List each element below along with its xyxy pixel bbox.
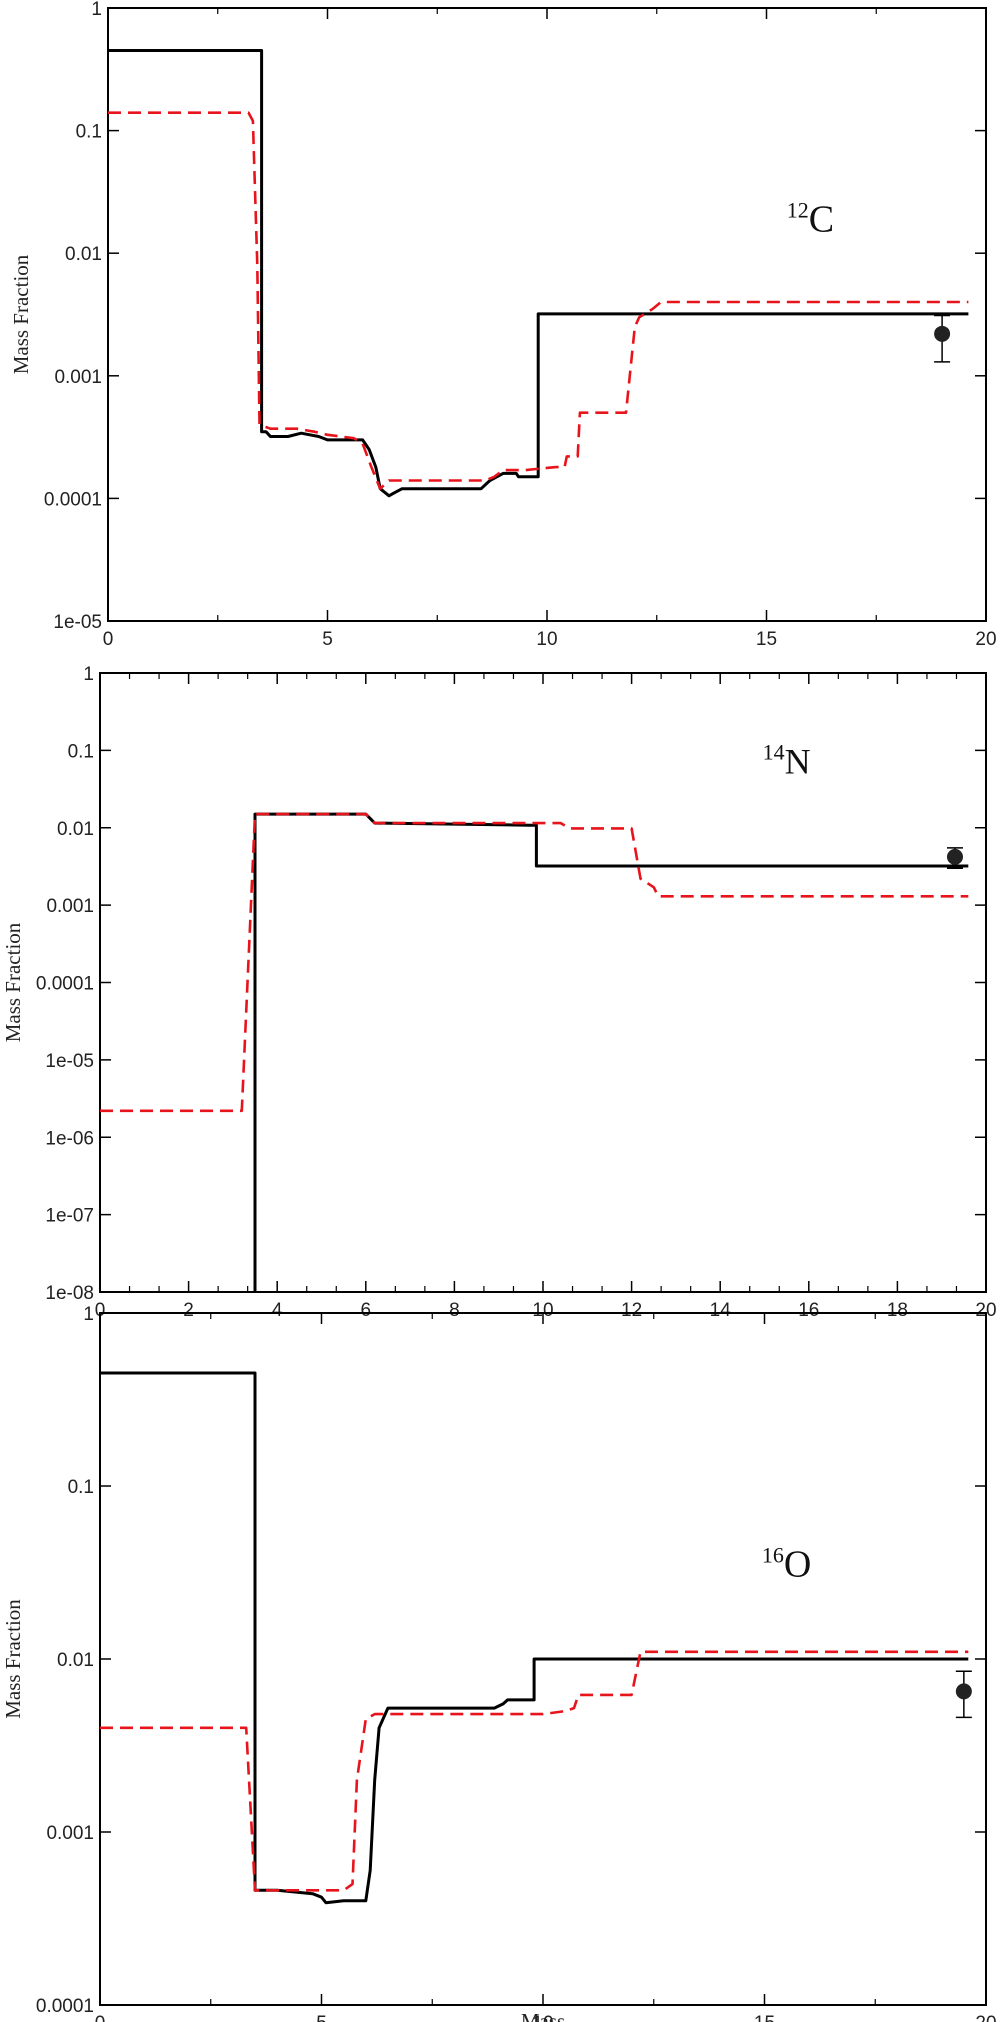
y-axis-label: Mass Fraction [1,1599,25,1719]
x-tick-label: 10 [532,2013,553,2022]
x-tick-label: 20 [975,1300,996,1321]
isotope-label: 12C [787,198,834,241]
y-tick-label: 0.01 [57,819,94,840]
isotope-symbol: O [784,1543,811,1585]
chart-panel-1: 0 5 10 15 20 1 0.1 0.01 0.001 0.0001 1e-05 Mass Fra… [9,0,997,650]
series-line-1 [108,49,969,498]
y-tick-label: 0.01 [57,1650,94,1671]
y-axis-label: Mass Fraction [9,254,33,374]
series-line-1 [253,812,969,1292]
x-axis-label: Mass [521,2009,565,2022]
series-line-2 [100,812,969,1113]
y-tick-label: 0.001 [54,367,102,388]
isotope-label: 16O [762,1542,811,1585]
x-tick-label: 15 [754,2013,775,2022]
plot-frame [99,672,987,1293]
y-tick-label: 0.0001 [36,1996,94,2017]
observation-point [946,848,963,865]
y-tick-label: 0.001 [46,896,94,917]
x-tick-label: 5 [316,2013,327,2022]
x-tick-label: 14 [710,1300,732,1321]
x-tick-label: 6 [361,1300,372,1321]
y-tick-label: 1e-07 [45,1206,94,1227]
y-tick-label: 1e-05 [53,612,102,633]
y-tick-label: 0.0001 [36,974,94,995]
x-tick-label: 16 [798,1300,819,1321]
chart-panel-2: 0 2 4 6 8 10 12 14 16 18 20 1 0.1 0.01 0.001 0.0001 1e-0… [1,664,997,1321]
isotope-symbol: C [809,199,834,241]
y-tick-label: 0.1 [68,1477,94,1498]
series-group [108,49,969,498]
series-group [100,1371,969,1905]
y-tick-label: 0.1 [76,122,102,143]
series-group [100,812,969,1292]
x-tick-label: 20 [975,2013,996,2022]
x-tick-label: 0 [95,1300,106,1321]
x-tick-label: 18 [887,1300,908,1321]
y-tick-label: 1e-05 [45,1051,94,1072]
x-tick-label: 4 [272,1300,283,1321]
isotope-symbol: N [785,742,811,782]
series-line-1 [100,1371,969,1905]
x-tick-label: 20 [975,629,996,650]
x-tick-label: 12 [621,1300,642,1321]
x-tick-label: 10 [532,1300,553,1321]
y-tick-label: 0.0001 [44,489,102,510]
y-tick-label: 0.001 [46,1823,94,1844]
x-tick-label: 10 [536,629,557,650]
observation-point [955,1683,972,1700]
y-tick-label: 1 [83,1304,94,1325]
x-tick-label: 5 [322,629,333,650]
isotope-label: 14N [763,740,811,782]
chart-panel-3: 0 5 10 15 20 1 0.1 0.01 0.001 0.0001 Mass Fraction… [1,1304,997,2022]
y-axis-label: Mass Fraction [1,922,25,1042]
y-tick-label: 1 [91,0,102,20]
isotope-mass-number: 16 [762,1542,784,1567]
x-tick-label: 0 [103,629,114,650]
isotope-mass-number: 12 [787,198,809,223]
observation-point [934,325,951,342]
isotope-mass-number: 14 [763,740,785,765]
y-tick-label: 1 [83,664,94,685]
y-tick-label: 0.01 [65,244,102,265]
x-tick-label: 2 [183,1300,194,1321]
y-tick-label: 1e-06 [45,1128,94,1149]
series-line-2 [100,1650,969,1892]
y-tick-label: 0.1 [68,741,94,762]
series-line-2 [108,111,969,490]
x-tick-label: 0 [95,2013,106,2022]
y-tick-label: 1e-08 [45,1283,94,1304]
x-tick-label: 15 [756,629,777,650]
x-tick-label: 8 [449,1300,460,1321]
